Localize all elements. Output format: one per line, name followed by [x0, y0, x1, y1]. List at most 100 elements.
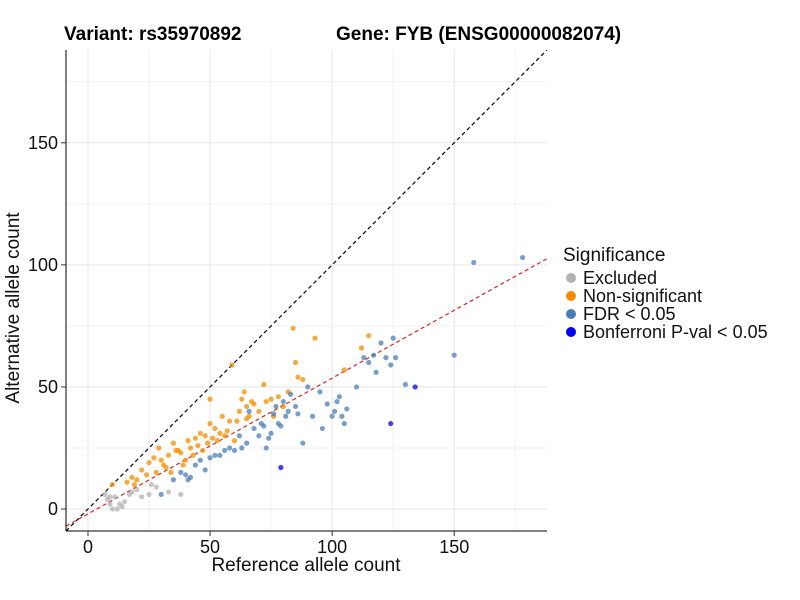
y-tick-label: 100 — [28, 255, 58, 275]
point-non-significant — [229, 362, 235, 368]
point-non-significant — [212, 425, 218, 432]
point-bonferroni-p-val-0-05 — [278, 464, 284, 471]
point-fdr-0-05 — [256, 433, 262, 439]
point-non-significant — [256, 408, 262, 414]
point-non-significant — [209, 435, 216, 441]
legend-item-non-significant: Non-significant — [563, 287, 768, 305]
point-fdr-0-05 — [192, 462, 199, 468]
point-fdr-0-05 — [178, 469, 184, 476]
point-non-significant — [275, 394, 282, 400]
point-excluded — [119, 503, 125, 510]
y-tick-label: 150 — [28, 133, 58, 153]
legend-swatch-excluded — [566, 273, 576, 283]
point-non-significant — [129, 474, 135, 480]
point-non-significant — [200, 447, 206, 454]
point-excluded — [153, 484, 159, 490]
point-fdr-0-05 — [339, 413, 345, 419]
legend-item-bonferroni: Bonferroni P-val < 0.05 — [563, 323, 768, 341]
point-non-significant — [131, 482, 137, 488]
point-non-significant — [180, 462, 186, 468]
point-fdr-0-05 — [402, 381, 408, 388]
point-non-significant — [139, 467, 145, 473]
point-fdr-0-05 — [344, 406, 350, 412]
point-non-significant — [226, 418, 233, 424]
point-fdr-0-05 — [231, 447, 238, 454]
point-non-significant — [124, 479, 130, 485]
point-fdr-0-05 — [202, 467, 208, 473]
point-non-significant — [190, 452, 196, 458]
point-non-significant — [151, 455, 157, 461]
point-fdr-0-05 — [317, 389, 323, 395]
point-fdr-0-05 — [519, 254, 526, 261]
variant-title: Variant: rs35970892 — [64, 24, 242, 45]
point-non-significant — [192, 435, 199, 441]
point-fdr-0-05 — [341, 420, 347, 427]
point-non-significant — [217, 430, 223, 436]
point-excluded — [102, 491, 108, 497]
point-fdr-0-05 — [278, 423, 284, 429]
point-excluded — [148, 482, 155, 488]
point-excluded — [112, 494, 118, 500]
point-fdr-0-05 — [187, 474, 194, 480]
point-non-significant — [168, 469, 174, 476]
point-non-significant — [292, 359, 299, 366]
point-fdr-0-05 — [390, 335, 396, 341]
point-fdr-0-05 — [158, 491, 164, 497]
point-fdr-0-05 — [373, 369, 379, 375]
point-non-significant — [170, 440, 177, 446]
legend-item-fdr: FDR < 0.05 — [563, 305, 768, 323]
point-fdr-0-05 — [236, 433, 242, 439]
point-fdr-0-05 — [285, 408, 291, 414]
legend-item-excluded: Excluded — [563, 269, 768, 287]
point-non-significant — [143, 472, 150, 478]
point-non-significant — [222, 433, 228, 439]
point-non-significant — [236, 408, 242, 414]
grid-lines — [66, 50, 547, 531]
point-non-significant — [231, 438, 238, 444]
point-non-significant — [146, 460, 152, 466]
legend-swatch-non-significant — [566, 291, 576, 301]
point-fdr-0-05 — [222, 447, 228, 454]
point-fdr-0-05 — [319, 425, 325, 432]
x-tick-label: 150 — [439, 537, 469, 557]
point-fdr-0-05 — [273, 403, 279, 410]
point-non-significant — [244, 416, 250, 422]
point-non-significant — [163, 464, 169, 471]
point-non-significant — [290, 325, 296, 331]
point-non-significant — [202, 433, 208, 439]
legend-title: Significance — [563, 245, 666, 266]
legend-label-fdr: FDR < 0.05 — [583, 304, 676, 324]
point-non-significant — [280, 403, 286, 410]
legend-label-bonferroni: Bonferroni P-val < 0.05 — [583, 322, 768, 342]
point-non-significant — [263, 398, 269, 405]
point-fdr-0-05 — [270, 411, 277, 417]
point-non-significant — [134, 477, 140, 483]
axes: 0 50 100 150 0 50 100 150 — [28, 50, 547, 557]
point-non-significant — [153, 469, 159, 476]
point-fdr-0-05 — [217, 452, 223, 458]
point-fdr-0-05 — [371, 352, 377, 358]
point-bonferroni-p-val-0-05 — [388, 420, 394, 427]
point-non-significant — [244, 403, 250, 410]
point-non-significant — [207, 420, 213, 427]
point-fdr-0-05 — [170, 477, 177, 483]
point-non-significant — [300, 377, 306, 383]
point-fdr-0-05 — [261, 423, 267, 429]
point-fdr-0-05 — [310, 413, 316, 419]
point-excluded — [107, 494, 113, 500]
point-fdr-0-05 — [251, 425, 257, 432]
point-non-significant — [195, 442, 201, 449]
point-fdr-0-05 — [329, 413, 335, 419]
point-non-significant — [268, 396, 274, 402]
point-non-significant — [205, 440, 211, 446]
point-non-significant — [295, 374, 301, 380]
point-fdr-0-05 — [383, 355, 389, 361]
y-axis-label: Alternative allele count — [3, 212, 24, 404]
point-excluded — [146, 491, 152, 497]
point-fdr-0-05 — [207, 455, 213, 461]
point-non-significant — [109, 482, 115, 488]
point-fdr-0-05 — [280, 398, 286, 405]
identity-line — [66, 50, 547, 531]
point-excluded — [165, 489, 172, 495]
